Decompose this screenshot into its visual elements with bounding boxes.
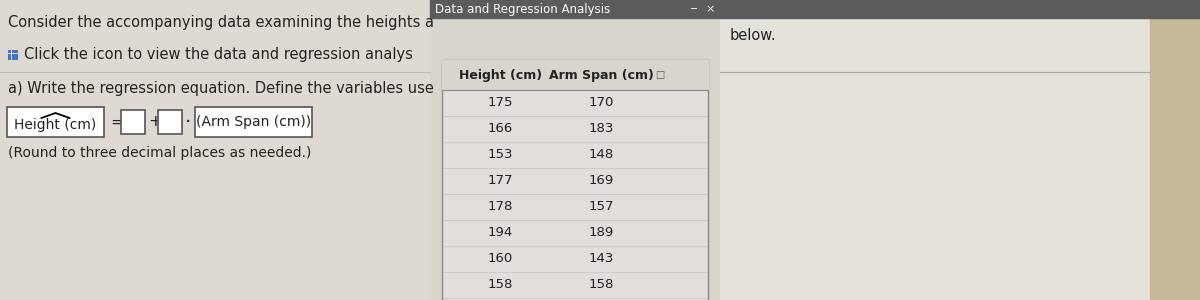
Text: Height (cm): Height (cm) <box>14 118 97 132</box>
Bar <box>8 53 11 56</box>
Bar <box>14 50 18 53</box>
Text: 157: 157 <box>589 200 614 214</box>
Text: 158: 158 <box>488 278 514 292</box>
Text: 177: 177 <box>487 175 514 188</box>
Bar <box>12 50 14 53</box>
Text: ·: · <box>185 112 191 131</box>
Text: ×: × <box>706 4 714 14</box>
Bar <box>8 50 11 53</box>
Text: Consider the accompanying data examining the heights a: Consider the accompanying data examining… <box>8 14 434 29</box>
Text: ─: ─ <box>690 4 696 14</box>
Bar <box>430 0 1200 18</box>
Text: +: + <box>148 115 162 130</box>
Bar <box>14 53 18 56</box>
Text: 169: 169 <box>589 175 614 188</box>
Text: 143: 143 <box>589 253 614 266</box>
Text: 189: 189 <box>589 226 614 239</box>
Bar <box>442 60 708 300</box>
Bar <box>430 0 720 300</box>
Text: Height (cm): Height (cm) <box>458 68 542 82</box>
Text: 148: 148 <box>589 148 614 161</box>
Text: =: = <box>110 115 124 130</box>
Text: 175: 175 <box>487 97 514 110</box>
Bar <box>1150 0 1200 300</box>
Text: 194: 194 <box>488 226 514 239</box>
Text: a) Write the regression equation. Define the variables use: a) Write the regression equation. Define… <box>8 80 434 95</box>
Text: 178: 178 <box>488 200 514 214</box>
Text: Click the icon to view the data and regression analys: Click the icon to view the data and regr… <box>24 47 413 62</box>
Text: 183: 183 <box>589 122 614 136</box>
Text: (Round to three decimal places as needed.): (Round to three decimal places as needed… <box>8 146 311 160</box>
Text: 158: 158 <box>589 278 614 292</box>
FancyBboxPatch shape <box>194 107 312 137</box>
Text: □: □ <box>655 70 665 80</box>
Bar <box>442 60 708 90</box>
Bar <box>0 0 430 300</box>
Bar <box>8 57 11 60</box>
FancyBboxPatch shape <box>158 110 182 134</box>
Text: 170: 170 <box>589 97 614 110</box>
Text: Data and Regression Analysis: Data and Regression Analysis <box>436 2 611 16</box>
Text: Arm Span (cm): Arm Span (cm) <box>550 68 654 82</box>
Bar <box>12 53 14 56</box>
Text: (Arm Span (cm)): (Arm Span (cm)) <box>196 115 311 129</box>
Bar <box>12 57 14 60</box>
Bar <box>720 0 1150 300</box>
Text: 166: 166 <box>488 122 514 136</box>
Text: below.: below. <box>730 28 776 43</box>
Bar <box>14 57 18 60</box>
FancyBboxPatch shape <box>121 110 145 134</box>
Text: 153: 153 <box>487 148 514 161</box>
Text: 160: 160 <box>488 253 514 266</box>
FancyBboxPatch shape <box>7 107 104 137</box>
